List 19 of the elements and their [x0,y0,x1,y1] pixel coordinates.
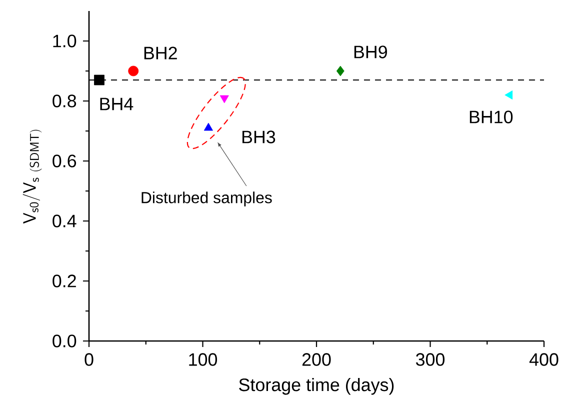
y-tick-label: 0.8 [52,94,76,108]
series-label: BH3 [242,130,276,144]
y-tick-label: 0.6 [52,154,76,168]
x-tick-label: 400 [529,353,558,366]
y-tick-label: 0.0 [52,334,76,348]
x-tick-label: 0 [84,353,94,366]
x-tick-label: 100 [189,353,218,366]
y-tick-label: 0.2 [52,274,76,288]
x-tick-label: 300 [416,353,445,366]
x-axis-title: Storage time (days) [239,378,394,395]
series-label: BH10 [470,110,513,124]
series-label: BH2 [144,46,177,60]
series-label: BH9 [354,46,387,58]
y-tick-label: 0.4 [52,214,76,228]
series-label: BH4 [100,98,134,110]
y-tick-label: 1.0 [53,34,76,48]
annotation: Disturbed samples [142,192,272,206]
y-axis-title: $\mathsf{V}_{\mathsf{s0}}/\mathsf{V}_{\mathsf{s\ (SDMT)}}$ [22,130,42,224]
x-tick-label: 200 [302,353,331,366]
